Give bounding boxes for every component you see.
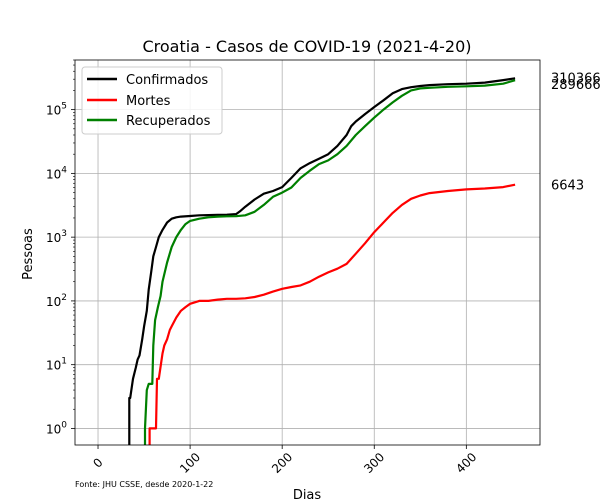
x-axis-label: Dias <box>293 488 322 500</box>
x-tick-label: 300 <box>361 450 387 476</box>
legend-box <box>81 66 223 135</box>
series-lines <box>128 77 516 445</box>
end-label-confirmados: 310366 <box>551 71 600 86</box>
y-tick-label: 105 <box>46 102 67 118</box>
chart-title: Croatia - Casos de COVID-19 (2021-4-20) <box>142 37 471 56</box>
y-tick-label: 102 <box>46 293 67 309</box>
series-line-recuperados <box>143 79 516 445</box>
source-footnote: Fonte: JHU CSSE, desde 2020-1-22 <box>75 480 213 489</box>
y-axis-ticks: 100 101 102 103 104 105 <box>46 59 75 436</box>
legend: Confirmados Mortes Recuperados <box>81 66 223 135</box>
y-tick-label: 103 <box>46 229 67 245</box>
x-tick-label: 200 <box>269 450 295 476</box>
legend-label-confirmados: Confirmados <box>126 73 208 88</box>
y-tick-label: 104 <box>46 165 67 181</box>
x-tick-label: 100 <box>177 450 203 476</box>
series-line-confirmados <box>128 77 516 445</box>
y-axis-label: Pessoas <box>21 228 36 280</box>
legend-label-mortes: Mortes <box>126 94 171 109</box>
plot-frame <box>74 59 541 446</box>
x-axis-ticks: 0 100 200 300 400 <box>90 445 479 476</box>
end-value-labels: 310366 6643 289666 <box>551 71 600 193</box>
x-tick-label: 400 <box>453 450 479 476</box>
y-tick-label: 101 <box>46 357 67 373</box>
x-tick-label: 0 <box>90 455 105 470</box>
end-label-mortes: 6643 <box>551 179 584 194</box>
end-label-recuperados: 289666 <box>551 78 600 93</box>
y-tick-label: 100 <box>46 420 67 436</box>
series-line-mortes <box>148 183 516 445</box>
legend-label-recuperados: Recuperados <box>126 114 211 129</box>
